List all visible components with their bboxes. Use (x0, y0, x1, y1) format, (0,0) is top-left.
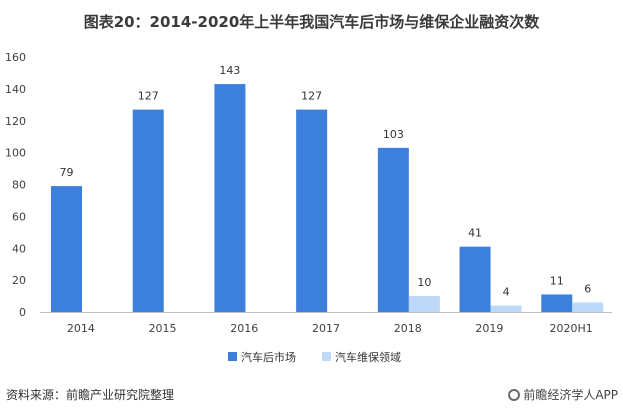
bar-maintenance (572, 302, 604, 312)
x-tick-label: 2016 (230, 322, 258, 335)
x-tick-label: 2018 (394, 322, 422, 335)
data-label-aftermarket: 127 (301, 90, 322, 103)
data-label-aftermarket: 11 (550, 274, 564, 287)
bar-aftermarket (296, 109, 328, 312)
legend-swatch (322, 352, 331, 361)
chart-title: 图表20：2014-2020年上半年我国汽车后市场与维保企业融资次数 (83, 13, 540, 31)
bar-maintenance (408, 296, 440, 312)
y-tick-label: 140 (5, 83, 26, 96)
x-tick-label: 2017 (312, 322, 340, 335)
y-tick-label: 100 (5, 147, 26, 160)
x-tick-label: 2020H1 (550, 322, 593, 335)
y-tick-label: 60 (12, 210, 26, 223)
bar-aftermarket (132, 109, 164, 312)
brand-icon (508, 389, 521, 401)
x-tick-label: 2019 (475, 322, 503, 335)
data-label-aftermarket: 79 (60, 166, 74, 179)
bar-aftermarket (214, 84, 246, 312)
bar-maintenance (490, 305, 522, 312)
bar-aftermarket (377, 147, 409, 312)
y-tick-label: 0 (19, 306, 26, 319)
bar-aftermarket (541, 294, 573, 312)
brand-name: 前瞻经济学人APP (523, 388, 618, 402)
brand-logo: 前瞻经济学人APP (508, 386, 618, 403)
legend-swatch (228, 352, 237, 361)
y-tick-label: 80 (12, 179, 26, 192)
bar-aftermarket (459, 246, 491, 312)
data-label-maintenance: 6 (584, 282, 591, 295)
x-tick-label: 2015 (149, 322, 177, 335)
legend-label: 汽车后市场 (241, 350, 296, 364)
footer: 资料来源：前瞻产业研究院整理 前瞻经济学人APP (6, 386, 618, 406)
y-tick-label: 20 (12, 274, 26, 287)
y-tick-label: 160 (5, 51, 26, 64)
y-tick-label: 40 (12, 242, 26, 255)
data-label-maintenance: 4 (503, 286, 510, 299)
bar-chart: 0 20 40 60 80 100 120 140 160 79 2014 127 2015 143 201… (5, 51, 612, 364)
x-tick-label: 2014 (67, 322, 95, 335)
data-label-aftermarket: 103 (383, 128, 404, 141)
bar-aftermarket (51, 186, 82, 312)
data-label-maintenance: 10 (417, 276, 431, 289)
data-label-aftermarket: 143 (219, 64, 240, 77)
legend-label: 汽车维保领域 (335, 350, 401, 364)
y-tick-label: 120 (5, 115, 26, 128)
data-label-aftermarket: 41 (468, 227, 482, 240)
source-note: 资料来源：前瞻产业研究院整理 (6, 388, 175, 402)
data-label-aftermarket: 127 (138, 90, 159, 103)
